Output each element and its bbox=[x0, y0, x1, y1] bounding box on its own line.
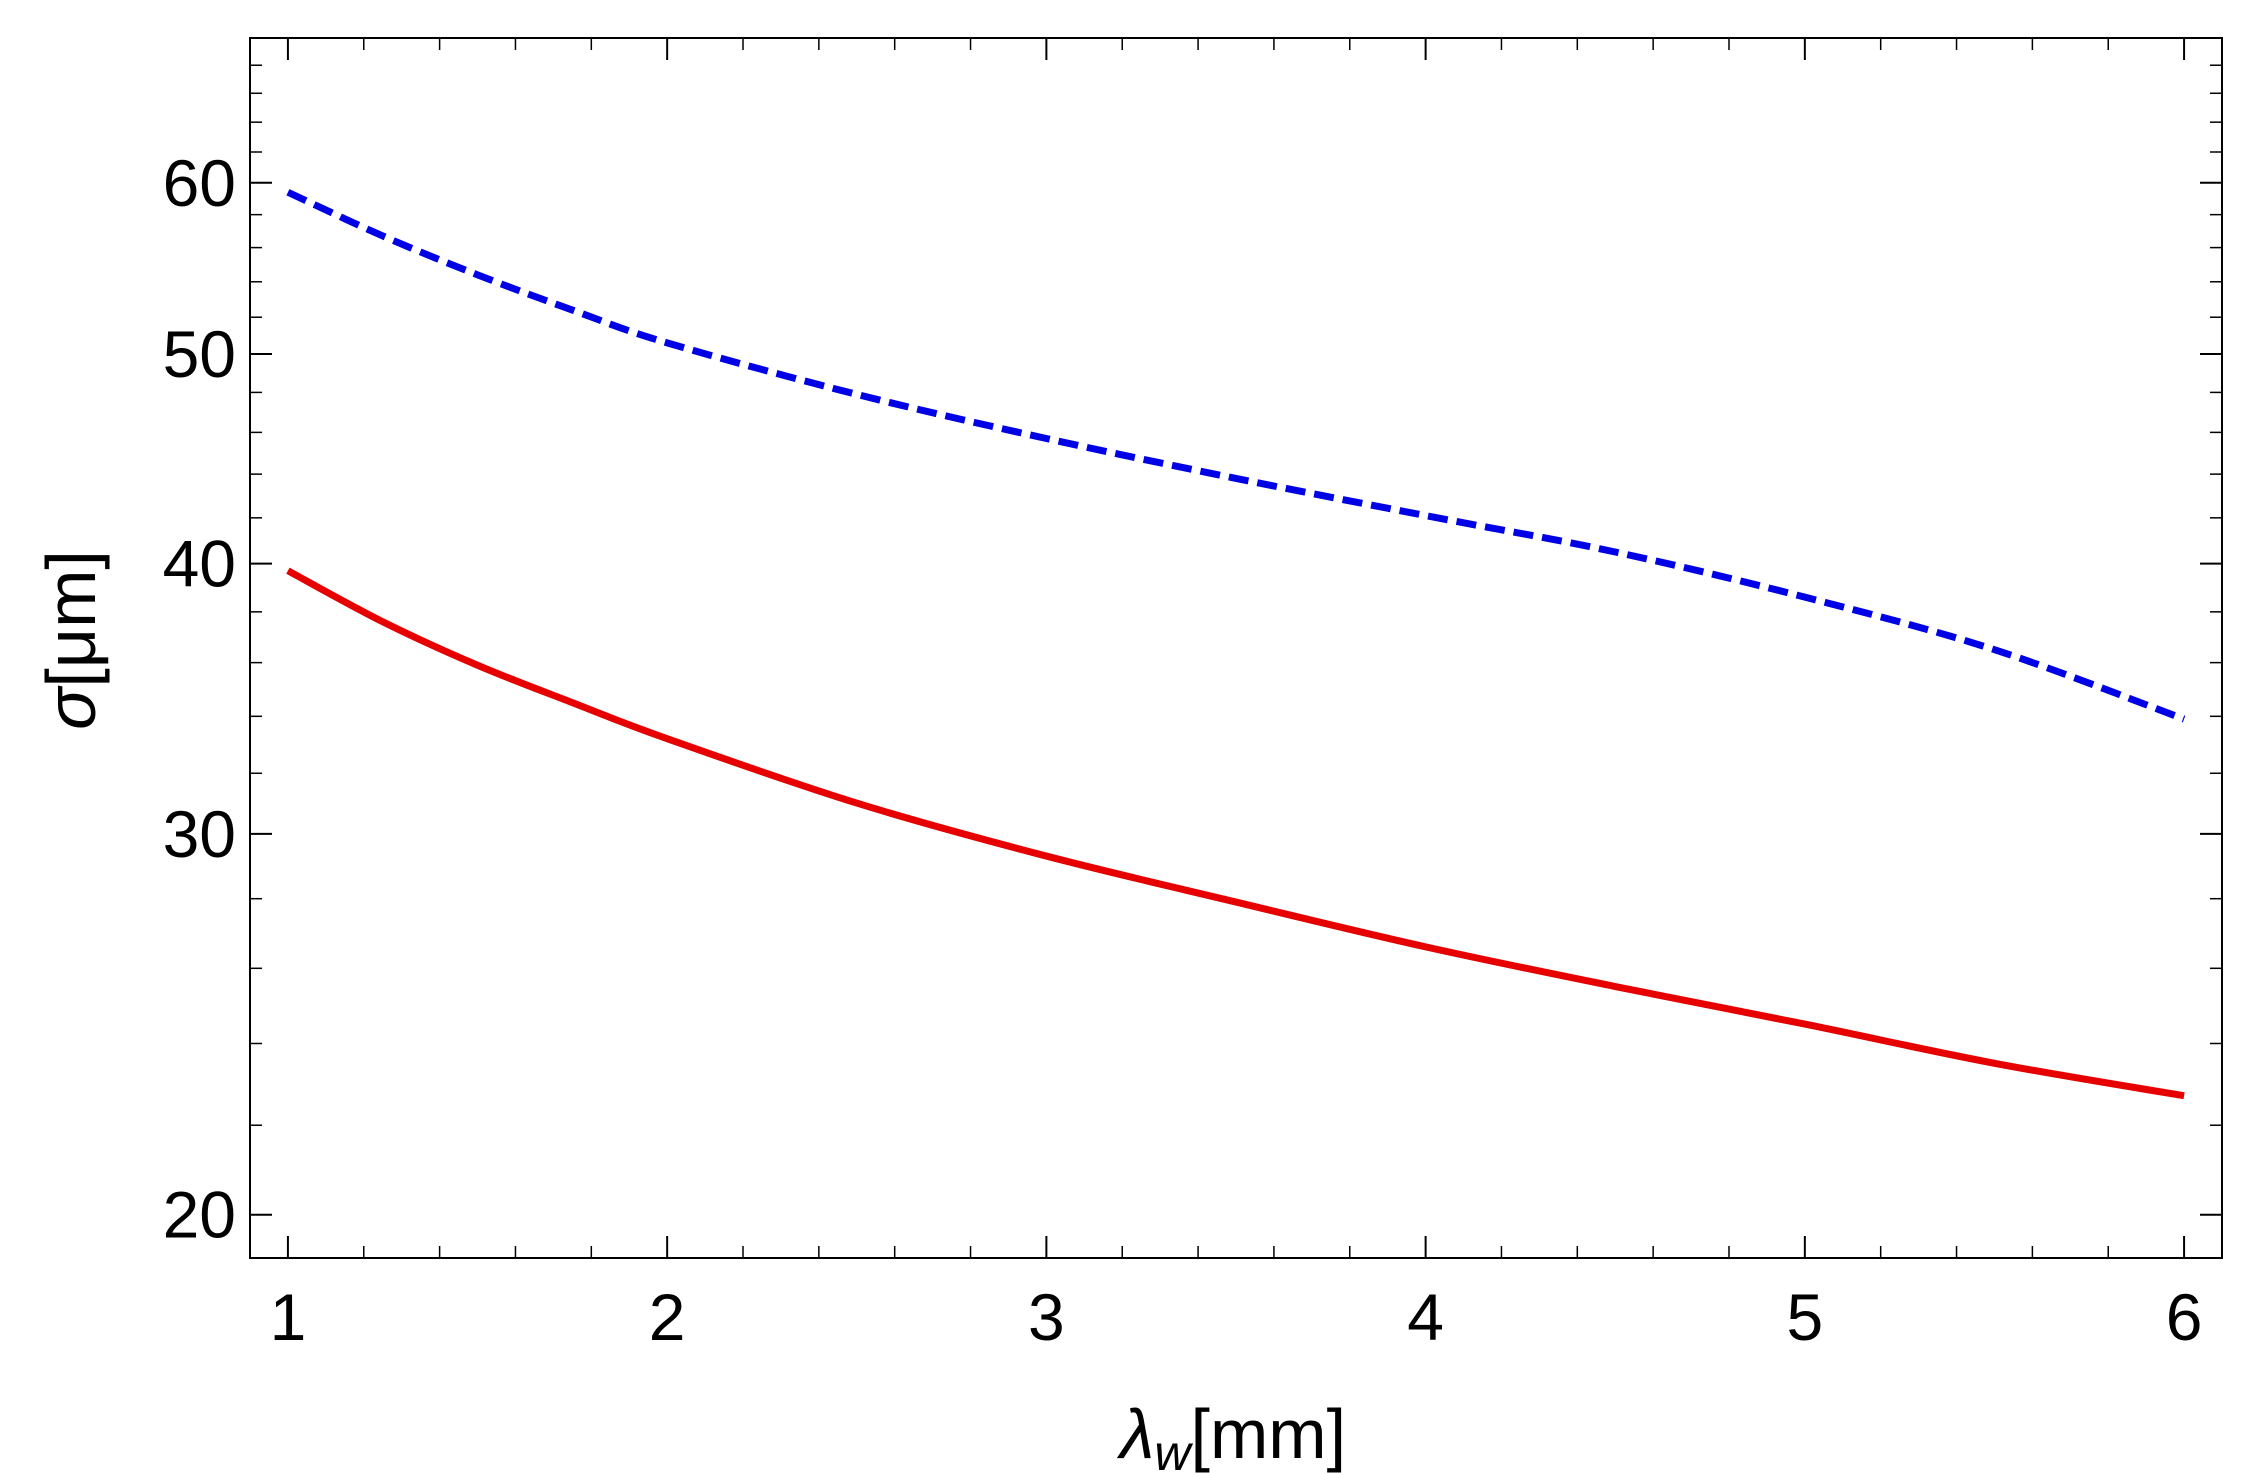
x-tick-label: 6 bbox=[2166, 1280, 2203, 1354]
series-line-solid-red bbox=[286, 567, 2185, 1100]
y-axis-label: σ[μm] bbox=[32, 550, 110, 730]
y-tick-label: 20 bbox=[163, 1178, 236, 1252]
y-axis-unit: [μm] bbox=[32, 550, 110, 688]
y-tick-label: 30 bbox=[163, 797, 236, 871]
y-tick-label: 40 bbox=[163, 527, 236, 601]
y-tick-label: 50 bbox=[163, 317, 236, 391]
x-tick-label: 4 bbox=[1407, 1280, 1444, 1354]
x-tick-labels: 1 2 3 4 5 6 bbox=[270, 1280, 2203, 1354]
x-tick-label: 2 bbox=[649, 1280, 686, 1354]
x-axis-symbol: λ bbox=[1116, 1395, 1154, 1473]
y-tick-label: 60 bbox=[163, 146, 236, 220]
series-lines bbox=[286, 189, 2186, 1100]
series-line-dashed-blue bbox=[286, 189, 2186, 723]
x-tick-label: 3 bbox=[1028, 1280, 1065, 1354]
major-ticks bbox=[250, 38, 2222, 1258]
x-tick-label: 5 bbox=[1786, 1280, 1823, 1354]
x-axis-subscript: w bbox=[1154, 1425, 1193, 1473]
plot-frame bbox=[249, 37, 2223, 1259]
x-axis-label: λw[mm] bbox=[1116, 1395, 1346, 1473]
y-axis-symbol: σ bbox=[32, 685, 110, 730]
x-tick-label: 1 bbox=[270, 1280, 307, 1354]
minor-ticks bbox=[250, 37, 2222, 1258]
x-axis-unit: [mm] bbox=[1191, 1395, 1347, 1473]
y-tick-labels: 20 30 40 50 60 bbox=[163, 146, 236, 1252]
